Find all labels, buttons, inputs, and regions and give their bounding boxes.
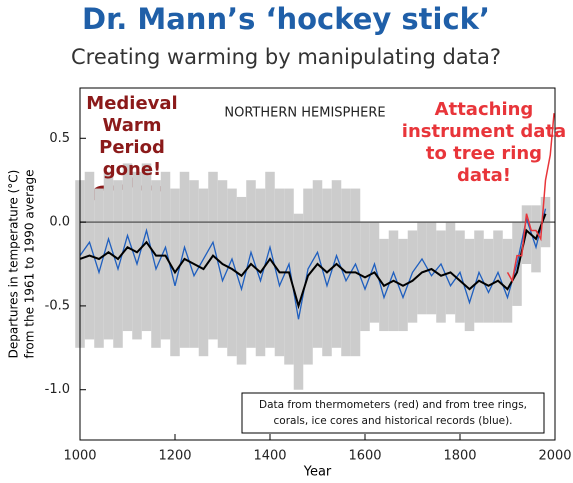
annotation: Warm <box>103 115 162 136</box>
uncertainty-band <box>464 238 475 332</box>
series-line <box>506 113 555 283</box>
annotation: instrument data <box>402 121 566 142</box>
x-tick-label: 1600 <box>348 449 381 464</box>
y-tick-label: 0.5 <box>49 131 70 146</box>
chart-title: Dr. Mann’s ‘hockey stick’ <box>82 2 490 36</box>
uncertainty-band <box>103 171 114 340</box>
x-axis-label: Year <box>303 465 332 480</box>
annotation: data! <box>457 165 511 186</box>
uncertainty-band <box>236 196 247 365</box>
uncertainty-band <box>502 238 513 323</box>
note: corals, ice cores and historical records… <box>274 415 513 427</box>
uncertainty-band <box>493 230 503 323</box>
plot-frame <box>79 87 556 441</box>
uncertainty-band <box>407 230 418 323</box>
uncertainty-band <box>141 163 152 332</box>
uncertainty-band <box>227 188 237 357</box>
panel-label: NORTHERN HEMISPHERE <box>224 106 385 121</box>
uncertainty-band <box>151 180 161 348</box>
uncertainty-band <box>483 238 494 323</box>
annotation: to tree ring <box>426 143 542 164</box>
x-tick-label: 2000 <box>538 449 571 464</box>
uncertainty-band <box>417 222 427 315</box>
x-tick-label: 1800 <box>443 449 476 464</box>
uncertainty-band <box>113 180 123 348</box>
series-line <box>79 208 547 320</box>
annotation: gone! <box>103 159 161 180</box>
uncertainty-band <box>445 222 456 315</box>
note: Data from thermometers (red) and from tr… <box>259 399 527 411</box>
chart-subtitle: Creating warming by manipulating data? <box>71 45 501 69</box>
y-tick-label: -0.5 <box>45 298 70 313</box>
y-tick-label: 0.0 <box>49 215 70 230</box>
uncertainty-band <box>474 230 484 323</box>
note-box <box>241 392 545 434</box>
uncertainty-band <box>455 230 465 323</box>
y-axis-label: Departures in temperature (°C) <box>7 170 21 359</box>
x-tick-label: 1400 <box>253 449 286 464</box>
series-line <box>79 213 547 310</box>
annotation: Period <box>99 137 165 158</box>
annotation: Medieval <box>86 93 177 114</box>
uncertainty-band <box>94 188 104 348</box>
uncertainty-band <box>293 213 304 390</box>
annotation: Attaching <box>435 99 534 120</box>
uncertainty-band <box>132 171 142 340</box>
y-tick-label: -1.0 <box>45 382 70 397</box>
uncertainty-band <box>284 188 294 365</box>
uncertainty-band <box>198 188 209 357</box>
y-axis-label: from the 1961 to 1990 average <box>23 170 37 359</box>
x-tick-label: 1200 <box>158 449 191 464</box>
x-tick-label: 1000 <box>63 449 96 464</box>
